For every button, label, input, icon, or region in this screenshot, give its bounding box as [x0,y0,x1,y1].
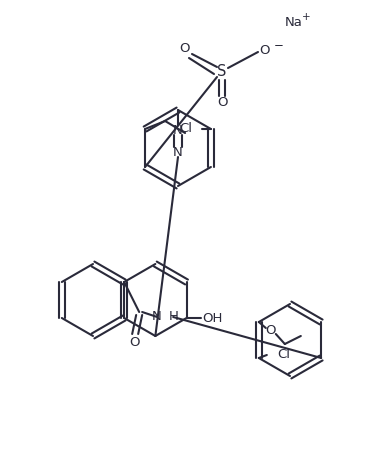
Text: O: O [180,42,190,54]
Text: O: O [217,96,227,110]
Text: Na: Na [285,15,303,29]
Text: S: S [217,64,227,79]
Text: +: + [302,12,311,22]
Text: OH: OH [202,312,223,324]
Text: N: N [173,145,183,159]
Text: Cl: Cl [179,122,192,135]
Text: H: H [169,310,179,323]
Text: O: O [129,336,139,348]
Text: O: O [265,323,276,337]
Text: N: N [151,310,161,323]
Text: −: − [274,39,284,53]
Text: O: O [260,43,270,57]
Text: Cl: Cl [277,347,290,361]
Text: N: N [173,124,183,136]
